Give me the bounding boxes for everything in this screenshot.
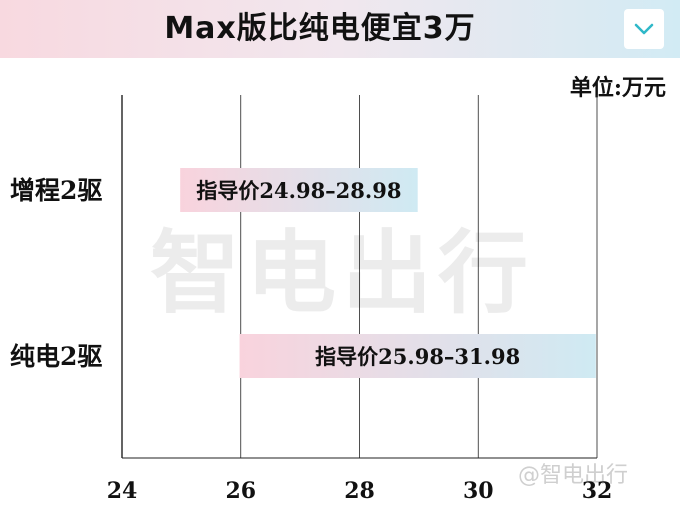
expand-button[interactable]	[624, 9, 664, 49]
range-bar-2	[239, 334, 596, 378]
bar-data-label-1: 指导价24.98–28.98	[196, 178, 401, 203]
unit-label: 单位:万元	[569, 75, 666, 101]
x-tick-label-28: 28	[344, 478, 375, 504]
x-tick-label-32: 32	[582, 478, 613, 504]
chevron-down-icon	[634, 23, 654, 35]
x-tick-label-26: 26	[225, 478, 256, 504]
category-label-2: 纯电2驱	[10, 342, 102, 371]
bar-data-label-2: 指导价25.98–31.98	[315, 344, 520, 369]
title-bar: Max版比纯电便宜3万	[0, 0, 680, 58]
x-tick-label-30: 30	[463, 478, 494, 504]
category-label-1: 增程2驱	[10, 176, 102, 205]
x-tick-label-24: 24	[107, 478, 138, 504]
page-title: Max版比纯电便宜3万	[164, 11, 476, 46]
range-bar-1	[180, 168, 418, 212]
